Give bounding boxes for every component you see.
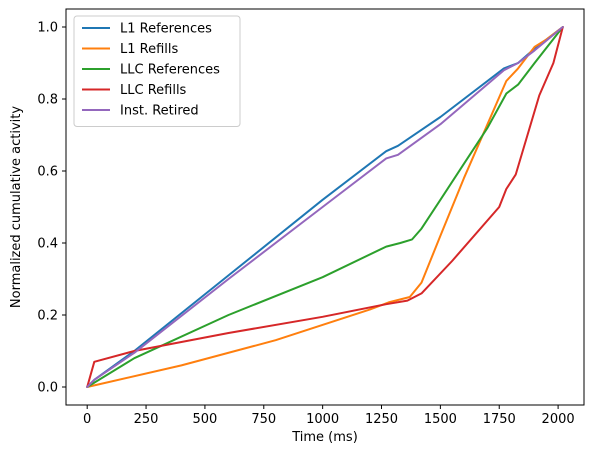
x-tick-label: 500 [193,412,218,427]
y-axis-ticks: 0.0 0.2 0.4 0.6 0.8 1.0 [37,21,66,396]
x-tick-label: 2000 [542,412,575,427]
y-tick-label: 0.2 [37,309,58,324]
axes-frame [65,8,585,406]
legend-box [73,15,241,127]
x-axis-ticks: 0 250 500 750 1000 1250 1500 1750 2000 [83,405,575,427]
y-tick-label: 0.6 [37,165,58,180]
x-tick-label: 1500 [424,412,457,427]
x-tick-label: 1250 [365,412,398,427]
legend-label-l1-refills: L1 Refills [120,42,179,57]
x-tick-label: 1000 [306,412,339,427]
series-line-llc-references [86,26,564,388]
legend-label-l1-references: L1 References [120,22,212,37]
y-axis-label: Normalized cumulative activity [9,106,24,308]
y-tick-label: 0.8 [37,93,58,108]
series-line-llc-refills [86,26,564,388]
y-tick-label: 0.4 [37,237,58,252]
x-tick-label: 1750 [483,412,516,427]
y-tick-label: 1.0 [37,21,58,36]
legend-label-inst-retired: Inst. Retired [120,104,199,119]
series-line-inst-retired [86,26,564,388]
legend-label-llc-references: LLC References [120,63,220,78]
plot-lines [86,26,564,388]
legend-label-llc-refills: LLC Refills [120,83,187,98]
y-tick-label: 0.0 [37,381,58,396]
x-tick-label: 0 [83,412,91,427]
x-tick-label: 250 [134,412,159,427]
legend: L1 References L1 Refills LLC References LLC… [73,15,241,127]
x-axis-label: Time (ms) [291,430,358,445]
x-tick-label: 750 [251,412,276,427]
